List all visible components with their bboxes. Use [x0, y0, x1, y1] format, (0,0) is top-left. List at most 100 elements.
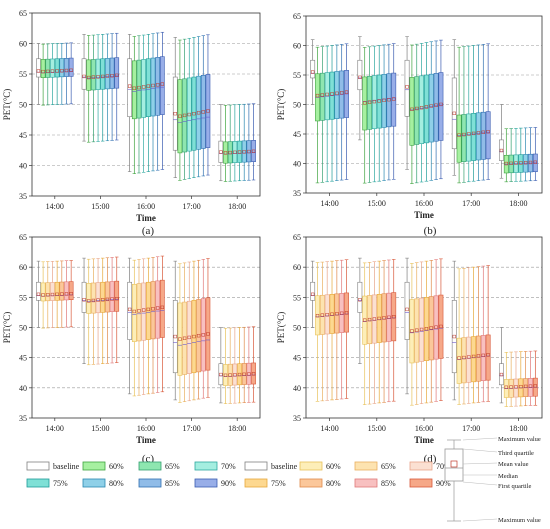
box-60pct-1700: [456, 46, 462, 184]
box-90pct-1800: [532, 350, 538, 406]
box-90pct-1400: [344, 259, 349, 399]
box-body: [105, 281, 110, 313]
box-90pct-1600: [438, 258, 444, 401]
mean-marker: [96, 75, 100, 79]
box-65pct-1400: [319, 261, 325, 402]
box-70pct-1500: [95, 258, 101, 365]
box-65pct-1600: [414, 262, 420, 405]
mean-marker: [50, 292, 55, 297]
legend-annotation: First quartile: [498, 483, 532, 490]
box-60pct-1600: [409, 263, 415, 406]
mean-marker: [524, 384, 528, 389]
y-tick-label: 60: [19, 263, 27, 272]
mean-marker: [415, 106, 419, 111]
mean-marker: [367, 100, 372, 104]
box-body: [433, 295, 439, 360]
box-85pct-1800: [246, 103, 252, 181]
x-tick-label: 17:00: [182, 202, 200, 211]
box-70pct-1700: [186, 261, 192, 402]
y-tick-label: 65: [19, 233, 27, 242]
mean-marker: [311, 292, 315, 296]
legend-label: 65%: [165, 462, 180, 471]
box-75pct-1700: [191, 260, 197, 401]
box-body: [480, 111, 486, 160]
box-60pct-1500: [362, 47, 368, 184]
box-80pct-1700: [476, 44, 481, 181]
box-body: [357, 59, 363, 91]
box-90pct-1700: [205, 34, 211, 176]
mean-marker: [237, 372, 242, 377]
mean-marker: [467, 132, 471, 136]
box-60pct-1700: [177, 263, 183, 403]
box-body: [246, 140, 252, 163]
legend-label: 70%: [436, 462, 451, 471]
y-tick-label: 50: [293, 101, 301, 110]
mean-marker: [372, 317, 377, 321]
y-tick-label: 35: [19, 192, 27, 201]
mean-marker: [528, 160, 533, 165]
mean-marker: [146, 84, 150, 88]
mean-marker: [192, 112, 196, 116]
legend-label: 60%: [326, 462, 341, 471]
legend-yellow-red: baseline 60% 65% 70% 75% 80% 85% 90%: [244, 461, 451, 488]
mean-marker: [533, 160, 537, 164]
x-tick-label: 14:00: [320, 199, 338, 208]
legend-annotation: Third quartile: [498, 450, 534, 457]
box-80pct-1500: [381, 260, 387, 403]
y-tick-label: 45: [19, 354, 27, 363]
mean-marker: [132, 86, 136, 90]
mean-marker: [439, 324, 443, 329]
box-body: [36, 58, 41, 78]
mean-marker: [419, 327, 424, 332]
chart-panel-3: 35 40 45 50 55 60 65 PET(°C) 14:00 15:00 16:00 17:0…: [2, 233, 261, 465]
box-80pct-1800: [241, 326, 247, 403]
box-70pct-1600: [141, 258, 147, 395]
y-tick-label: 65: [293, 233, 301, 242]
mean-marker: [471, 354, 476, 359]
legend-label: 70%: [221, 462, 236, 471]
box-body: [329, 294, 335, 334]
box-65pct-1500: [367, 261, 372, 405]
box-body: [485, 111, 491, 160]
box-60pct-1400: [40, 261, 46, 329]
box-60pct-1500: [362, 262, 368, 405]
mean-marker: [55, 292, 59, 296]
box-85pct-1700: [200, 35, 206, 177]
mean-marker: [509, 161, 513, 165]
box-body: [456, 114, 462, 163]
box-65pct-1500: [91, 258, 96, 365]
mean-marker: [91, 75, 96, 79]
x-tick-label: 16:00: [137, 424, 155, 433]
mean-marker: [509, 385, 513, 389]
box-75pct-1500: [376, 45, 382, 182]
legend-swatch: [299, 478, 323, 488]
box-baseline-1600: [404, 257, 410, 395]
mean-marker: [315, 93, 320, 98]
box-body: [172, 300, 178, 374]
box-65pct-1700: [461, 46, 467, 183]
box-60pct-1700: [456, 268, 462, 405]
y-tick-label: 40: [19, 162, 27, 171]
box-60pct-1600: [131, 259, 137, 397]
chart-panel-2: 35 40 45 50 55 60 65 PET(°C) 14:00 15:00 16:00 17:0…: [276, 12, 543, 237]
mean-marker: [101, 74, 105, 79]
y-axis-label: PET(°C): [2, 312, 12, 344]
x-axis-label: Time: [414, 210, 434, 220]
mean-marker: [344, 311, 349, 315]
box-baseline-1700: [451, 260, 457, 401]
box-body: [428, 73, 434, 143]
box-body: [232, 363, 238, 386]
mean-marker: [499, 148, 504, 153]
box-body: [109, 57, 115, 89]
box-90pct-1600: [160, 31, 165, 170]
mean-marker: [320, 93, 324, 97]
mean-marker: [335, 91, 339, 95]
mean-marker: [486, 353, 490, 357]
legend-leader: [462, 462, 498, 465]
box-body: [386, 292, 392, 342]
y-tick-label: 35: [293, 189, 301, 198]
mean-marker: [514, 161, 518, 165]
x-tick-label: 14:00: [320, 424, 338, 433]
box-85pct-1400: [339, 259, 345, 400]
x-tick-label: 18:00: [228, 202, 246, 211]
